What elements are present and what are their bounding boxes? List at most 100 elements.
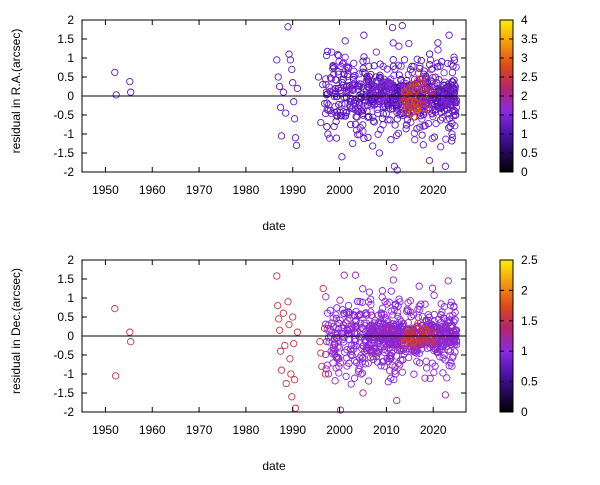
colorbar-tick-label: 3.5 (521, 32, 538, 46)
data-point (359, 106, 367, 114)
data-point (404, 306, 412, 315)
data-point (369, 113, 377, 121)
data-point (419, 141, 427, 149)
data-point (373, 358, 382, 366)
data-point (405, 39, 413, 48)
data-point (275, 315, 283, 323)
data-point (370, 62, 378, 70)
data-point (447, 298, 455, 306)
data-point (370, 91, 378, 99)
data-point (325, 134, 334, 142)
data-point (403, 102, 411, 110)
data-point (380, 362, 389, 370)
data-point (416, 305, 424, 314)
data-point (396, 298, 404, 306)
data-point (320, 99, 329, 108)
data-point (317, 349, 325, 357)
data-point (279, 88, 288, 96)
data-point (393, 333, 401, 341)
data-point (410, 80, 419, 89)
data-point (345, 309, 354, 317)
data-point (369, 117, 377, 125)
data-point (334, 337, 342, 346)
data-point (417, 327, 425, 335)
data-point (344, 86, 353, 95)
data-point (338, 306, 347, 314)
y-tick-label: -0.5 (53, 108, 74, 122)
data-point (399, 93, 407, 102)
data-point (406, 297, 415, 305)
x-axis-title-dec: date (262, 459, 286, 473)
data-point (448, 137, 456, 145)
data-point (347, 120, 355, 129)
data-point (446, 301, 455, 309)
scatter-points-dec (111, 263, 461, 414)
data-point (277, 132, 286, 140)
data-point (330, 122, 338, 131)
data-point (322, 365, 330, 373)
data-point (442, 135, 450, 143)
colorbar-tick-label: 0 (521, 165, 528, 179)
x-tick-label: 2010 (373, 183, 400, 197)
data-point (111, 304, 119, 313)
data-point (360, 31, 368, 39)
data-point (273, 272, 281, 280)
data-point (369, 321, 377, 330)
x-tick-label: 2000 (326, 183, 353, 197)
data-point (448, 130, 456, 138)
data-point (422, 84, 430, 93)
data-point (374, 130, 382, 138)
data-point (416, 62, 424, 70)
data-point (382, 323, 390, 331)
y-axis-dec: -2 -1.5 -1 -0.5 0 0.5 1 1.5 2 (53, 253, 466, 419)
plot-area-dec (81, 259, 467, 414)
data-point (314, 73, 323, 81)
data-point (405, 353, 413, 362)
colorbar-tick-label: 1.5 (521, 108, 538, 122)
data-point (345, 359, 353, 367)
data-point (328, 48, 336, 56)
data-point (381, 82, 389, 90)
data-point (344, 316, 352, 325)
colorbar-dec-ticks: 0 0.5 1 1.5 2 2.5 (500, 253, 538, 419)
data-point (332, 311, 340, 319)
data-point (393, 131, 401, 139)
colorbar-tick-label: 2.5 (521, 253, 538, 267)
x-tick-label: 2010 (373, 423, 400, 437)
data-point (440, 69, 448, 77)
data-point (345, 315, 354, 323)
data-point (365, 62, 373, 70)
data-point (441, 324, 450, 332)
y-tick-label: 0.5 (57, 310, 74, 324)
data-point (451, 308, 459, 317)
data-point (437, 300, 445, 308)
data-point (411, 347, 419, 355)
data-point (317, 118, 325, 127)
data-point (383, 333, 391, 341)
data-point (378, 287, 387, 295)
data-point (275, 326, 284, 334)
data-point (441, 85, 449, 93)
data-point (322, 51, 331, 60)
y-tick-label: 1 (67, 291, 74, 305)
data-point (389, 327, 398, 336)
data-point (428, 359, 437, 367)
data-point (111, 68, 119, 77)
data-point (367, 295, 375, 303)
data-point (322, 293, 330, 301)
data-point (415, 69, 423, 77)
data-point (372, 344, 380, 352)
data-point (448, 362, 456, 370)
colorbar-tick-label: 1 (521, 344, 528, 358)
data-point (393, 115, 401, 123)
data-point (335, 52, 343, 60)
data-point (289, 79, 297, 87)
data-point (400, 56, 409, 64)
x-axis-ra: 1950 1960 1970 1980 1990 2000 2010 2020 (92, 20, 447, 197)
data-point (321, 350, 330, 359)
data-point (425, 60, 434, 69)
data-point (403, 76, 411, 85)
data-point (417, 56, 425, 65)
data-point (279, 309, 288, 317)
data-point (416, 339, 425, 347)
